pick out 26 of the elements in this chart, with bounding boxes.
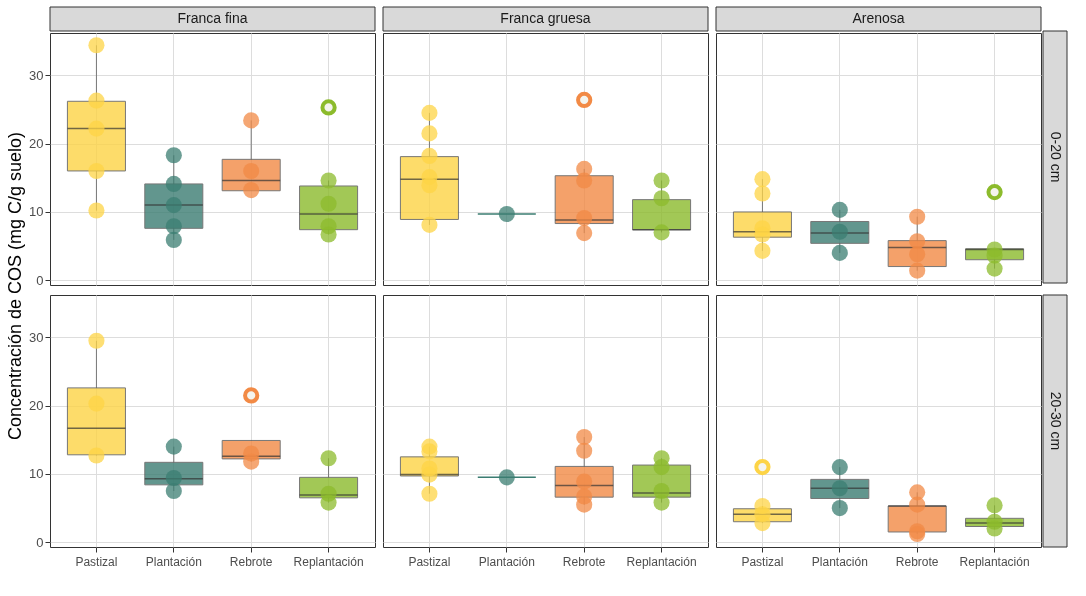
y-tick-label: 10 [29, 204, 44, 220]
y-tick-label: 20 [29, 136, 44, 152]
y-tick-label: 0 [36, 534, 44, 550]
y-tick-label: 30 [29, 329, 44, 345]
x-tick-label: Pastizal [75, 554, 118, 569]
x-tick-label: Pastizal [741, 554, 784, 569]
chart-title: Arenosa [852, 10, 905, 26]
x-tick-label: Plantación [145, 554, 202, 569]
y-tick-label: 30 [29, 67, 44, 83]
chart-title: Franca fina [177, 10, 248, 26]
y2-axis-title: 0-20 cm [1048, 131, 1064, 183]
x-tick-label: Replantación [959, 554, 1030, 569]
y2-axis-title: 20-30 cm [1048, 391, 1064, 451]
x-tick-label: Rebrote [562, 554, 606, 569]
x-tick-label: Replantación [626, 554, 697, 569]
x-tick-label: Replantación [293, 554, 364, 569]
y-axis-title: Concentración de COS (mg C/g suelo) [5, 131, 25, 441]
x-tick-label: Rebrote [895, 554, 939, 569]
x-tick-label: Plantación [811, 554, 868, 569]
y-tick-label: 20 [29, 398, 44, 414]
x-tick-label: Pastizal [408, 554, 451, 569]
x-tick-label: Plantación [478, 554, 535, 569]
chart-title: Franca gruesa [500, 10, 591, 26]
y-tick-label: 0 [36, 272, 44, 288]
x-tick-label: Rebrote [229, 554, 273, 569]
y-tick-label: 10 [29, 466, 44, 482]
